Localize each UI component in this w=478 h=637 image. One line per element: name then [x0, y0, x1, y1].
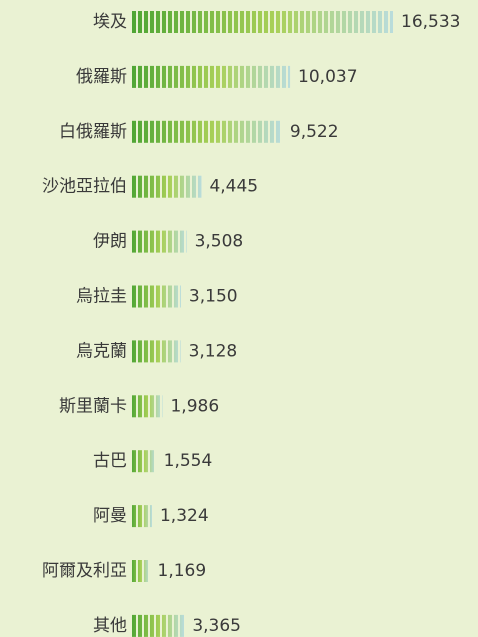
- value-label: 4,445: [209, 177, 258, 197]
- category-label: 埃及: [93, 12, 127, 32]
- category-label: 斯里蘭卡: [59, 396, 127, 416]
- bar: [131, 560, 150, 582]
- bar: [131, 340, 181, 363]
- category-label: 沙池亞拉伯: [42, 177, 127, 197]
- bar: [131, 65, 291, 88]
- value-label: 3,365: [192, 616, 241, 636]
- bar: [131, 11, 393, 33]
- value-label: 9,522: [290, 122, 339, 142]
- value-label: 1,324: [160, 506, 209, 526]
- value-label: 16,533: [401, 12, 460, 32]
- bar: [131, 505, 152, 528]
- category-label: 俄羅斯: [76, 67, 127, 87]
- value-label: 1,169: [158, 561, 207, 581]
- bar: [131, 450, 156, 473]
- category-label: 烏拉圭: [76, 287, 127, 307]
- bar: [131, 285, 181, 308]
- value-label: 3,128: [189, 341, 238, 361]
- value-label: 10,037: [298, 67, 357, 87]
- value-label: 1,986: [170, 396, 219, 416]
- category-label: 古巴: [93, 451, 127, 471]
- bar: [131, 230, 187, 253]
- category-label: 伊朗: [93, 232, 127, 252]
- bar: [131, 175, 202, 198]
- category-label: 阿曼: [93, 506, 127, 526]
- bar: [131, 395, 163, 418]
- category-label: 烏克蘭: [76, 341, 127, 361]
- category-label: 其他: [93, 616, 127, 636]
- category-label: 阿爾及利亞: [42, 561, 127, 581]
- bar: [131, 120, 282, 143]
- bar: [131, 614, 185, 637]
- value-label: 3,150: [189, 287, 238, 307]
- value-label: 3,508: [195, 232, 244, 252]
- category-label: 白俄羅斯: [59, 122, 127, 142]
- value-label: 1,554: [164, 451, 213, 471]
